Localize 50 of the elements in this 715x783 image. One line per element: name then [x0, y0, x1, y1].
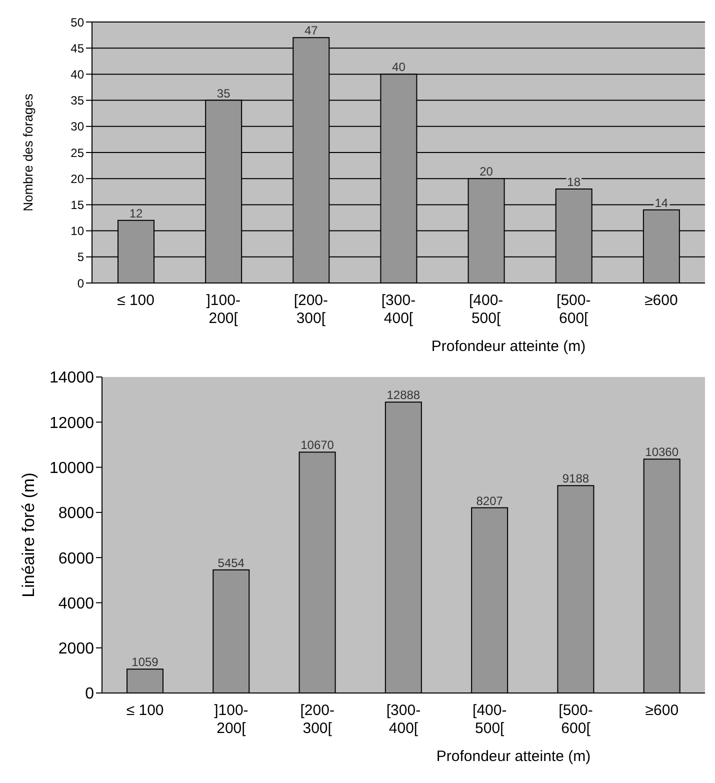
x-tick-label: ≤ 100: [117, 292, 155, 309]
x-tick-label: ≤ 100: [126, 702, 164, 719]
x-tick-label: ≥600: [644, 292, 678, 309]
y-tick-label: 15: [70, 198, 84, 212]
y-tick-label: 4000: [58, 595, 94, 612]
y-tick-label: 8000: [58, 505, 94, 522]
y-tick-label: 12000: [50, 414, 94, 432]
x-tick-label: [200-300[: [294, 292, 328, 327]
x-tick-label: ]100-200[: [214, 702, 248, 737]
x-tick-label: ≥600: [645, 702, 679, 719]
x-axis-title: Profondeur atteinte (m): [436, 748, 591, 765]
y-tick-label: 5: [77, 250, 84, 264]
x-tick-label: [400-500[: [472, 702, 507, 737]
x-tick-label: [500-600[: [558, 702, 593, 737]
data-label: 10670: [300, 438, 334, 452]
y-tick-label: 10: [70, 224, 84, 238]
y-tick-label: 6000: [58, 550, 94, 568]
y-tick-label: 0: [77, 276, 84, 290]
y-tick-label: 30: [70, 120, 84, 134]
data-label: 1059: [132, 655, 159, 670]
y-axis-title: Nombre des forages: [20, 93, 36, 212]
data-label: 40: [392, 60, 406, 74]
data-label: 35: [216, 86, 231, 100]
data-label: 5454: [218, 556, 245, 570]
y-tick-label: 10000: [50, 460, 94, 477]
x-axis-title: Profondeur atteinte (m): [431, 338, 586, 355]
y-tick-label: 2000: [58, 640, 94, 658]
data-label: 12: [129, 206, 143, 220]
y-tick-label: 45: [70, 41, 84, 56]
x-tick-label: [400-500[: [468, 292, 504, 327]
x-tick-label: [300-400[: [386, 702, 421, 737]
data-label: 47: [304, 24, 318, 38]
y-tick-label: 40: [70, 67, 84, 82]
y-tick-label: 14000: [50, 370, 94, 387]
y-tick-label: 20: [70, 172, 84, 186]
data-label: 8207: [476, 494, 504, 508]
x-tick-label: [500-600[: [556, 292, 591, 327]
y-axis-title: Linéaire foré (m): [19, 472, 38, 598]
y-tick-label: 0: [85, 686, 94, 703]
x-tick-label: ]100-200[: [206, 292, 240, 327]
data-label: 9188: [562, 472, 590, 486]
data-label: 10360: [645, 445, 679, 460]
data-label: 18: [567, 175, 581, 190]
y-tick-label: 35: [70, 94, 84, 108]
x-tick-label: [300-400[: [381, 292, 416, 327]
data-label: 20: [480, 164, 494, 179]
data-label: 12888: [386, 388, 420, 402]
y-tick-label: 25: [70, 146, 84, 160]
y-tick-label: 50: [70, 15, 84, 30]
x-tick-label: [200-300[: [300, 702, 334, 737]
